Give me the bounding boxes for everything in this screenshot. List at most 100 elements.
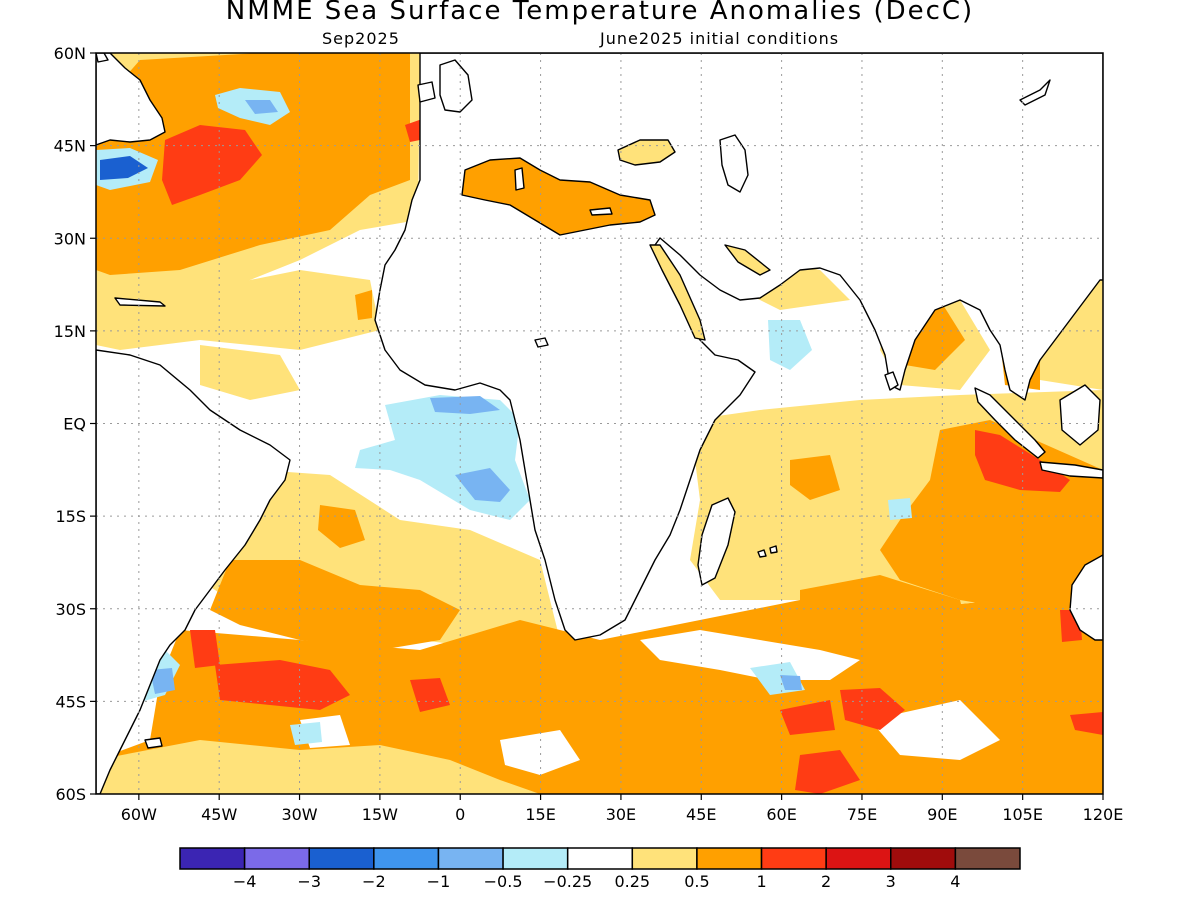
colorbar-label: 4 xyxy=(950,872,960,891)
anomaly-cool-0.25-region xyxy=(768,320,812,370)
colorbar-label: 3 xyxy=(886,872,896,891)
mediterranean-sea xyxy=(461,157,656,236)
lon-tick-label: 30W xyxy=(281,805,317,824)
axis-ticks: 60W 45W 30W 15W 0 15E 30E 45E 60E 75E 90E 105E 120E 6… xyxy=(54,44,1124,824)
colorbar: −4 −3 −2 −1 −0.5 −0.25 0.25 0.5 1 2 3 4 xyxy=(179,847,1021,891)
colorbar-label: −0.25 xyxy=(543,872,592,891)
colorbar-swatch xyxy=(890,847,957,870)
lat-tick-label: 15N xyxy=(54,322,86,341)
lon-tick-label: 60W xyxy=(121,805,157,824)
anomaly-cool-1-region xyxy=(100,156,148,180)
small-islands xyxy=(757,549,767,558)
anomaly-2-3-region xyxy=(840,688,905,730)
lon-tick-label: 0 xyxy=(455,805,465,824)
ireland xyxy=(417,81,436,103)
lon-tick-label: 15W xyxy=(362,805,398,824)
lon-tick-label: 75E xyxy=(847,805,877,824)
colorbar-swatch xyxy=(631,847,698,870)
gridlines xyxy=(96,53,1103,794)
lon-tick-label: 45W xyxy=(201,805,237,824)
anomaly-2-3-region xyxy=(410,678,450,712)
anomaly-0.25-0.5-white xyxy=(500,730,580,775)
lat-tick-label: 45N xyxy=(54,137,86,156)
anomaly-0.5-1-region xyxy=(200,345,300,400)
red-sea xyxy=(649,244,706,341)
anomaly-2-3-region xyxy=(162,125,262,205)
crete xyxy=(589,207,613,216)
anomaly-cool-0.5-region xyxy=(780,675,802,690)
anomaly-cool-0.5-region xyxy=(150,668,175,694)
java xyxy=(1039,461,1103,479)
lon-tick-label: 15E xyxy=(525,805,555,824)
lat-tick-label: 15S xyxy=(55,507,86,526)
small-islands xyxy=(769,545,778,554)
colorbar-swatch xyxy=(243,847,310,870)
lat-tick-label: 30S xyxy=(55,600,86,619)
forecast-month: Sep2025 xyxy=(322,29,400,48)
black-sea xyxy=(617,139,676,166)
small-islands xyxy=(534,337,549,348)
anomaly-0.5-1-region xyxy=(96,270,380,350)
land-masses xyxy=(96,53,1103,794)
anomaly-1-2-region xyxy=(318,505,365,548)
anomaly-1-2-region xyxy=(210,560,460,650)
anomaly-2-3-region xyxy=(975,430,1070,492)
anomaly-cool-0.5-region xyxy=(455,468,510,502)
lon-tick-label: 120E xyxy=(1083,805,1124,824)
greenland-tip xyxy=(96,53,109,63)
colorbar-swatch xyxy=(437,847,504,870)
initial-conditions: June2025 initial conditions xyxy=(600,29,840,48)
colorbar-label: 2 xyxy=(821,872,831,891)
colorbar-swatch xyxy=(179,847,246,870)
map-title: NMME Sea Surface Temperature Anomalies (… xyxy=(225,0,975,26)
caspian-sea xyxy=(719,134,749,193)
colorbar-label: −1 xyxy=(427,872,451,891)
anomaly-1-2-region xyxy=(355,290,372,320)
lon-tick-label: 30E xyxy=(606,805,636,824)
great-britain xyxy=(439,59,473,113)
colorbar-swatch xyxy=(373,847,440,870)
australia xyxy=(1069,554,1103,641)
anomaly-1-2-region xyxy=(96,600,1103,794)
lat-tick-label: 30N xyxy=(54,229,86,248)
south-america xyxy=(96,349,291,794)
persian-gulf xyxy=(724,244,771,276)
colorbar-swatch xyxy=(566,847,634,870)
anomaly-cool-0.25-region xyxy=(888,498,912,520)
lat-tick-label: 45S xyxy=(55,692,86,711)
anomaly-cool-0.25-region xyxy=(290,722,322,745)
anomaly-0.25-0.5-white xyxy=(640,630,860,680)
anomaly-2-3-region xyxy=(215,660,350,710)
anomaly-0.25-0.5-white xyxy=(870,700,1000,760)
lat-tick-label: EQ xyxy=(63,415,86,434)
lon-tick-label: 45E xyxy=(686,805,716,824)
colorbar-swatch xyxy=(502,847,569,870)
lon-tick-label: 105E xyxy=(1002,805,1043,824)
anomaly-cool-0.5-region xyxy=(245,100,278,114)
colorbar-swatch xyxy=(954,847,1021,870)
colorbar-swatch xyxy=(308,847,375,870)
falkland-islands xyxy=(144,737,163,749)
anomaly-fields xyxy=(96,53,1103,794)
borneo xyxy=(1059,384,1101,446)
colorbar-label: 0.5 xyxy=(684,872,709,891)
north-america xyxy=(96,53,166,146)
anomaly-1-2-region xyxy=(790,455,840,500)
lon-tick-label: 90E xyxy=(927,805,957,824)
lon-tick-label: 60E xyxy=(766,805,796,824)
madagascar xyxy=(697,497,736,586)
anomaly-0.5-1-region xyxy=(96,740,540,794)
anomaly-2-3-region xyxy=(190,630,220,668)
lat-tick-label: 60S xyxy=(55,785,86,804)
sri-lanka xyxy=(884,371,899,391)
anomaly-2-3-region xyxy=(795,750,860,794)
colorbar-label: −2 xyxy=(362,872,386,891)
colorbar-swatch xyxy=(825,847,892,870)
colorbar-label: 1 xyxy=(756,872,766,891)
lat-tick-label: 60N xyxy=(54,44,86,63)
sardinia xyxy=(514,167,525,191)
anomaly-2-3-region xyxy=(780,700,835,735)
caribbean-islands xyxy=(114,297,166,307)
colorbar-label: −3 xyxy=(297,872,321,891)
